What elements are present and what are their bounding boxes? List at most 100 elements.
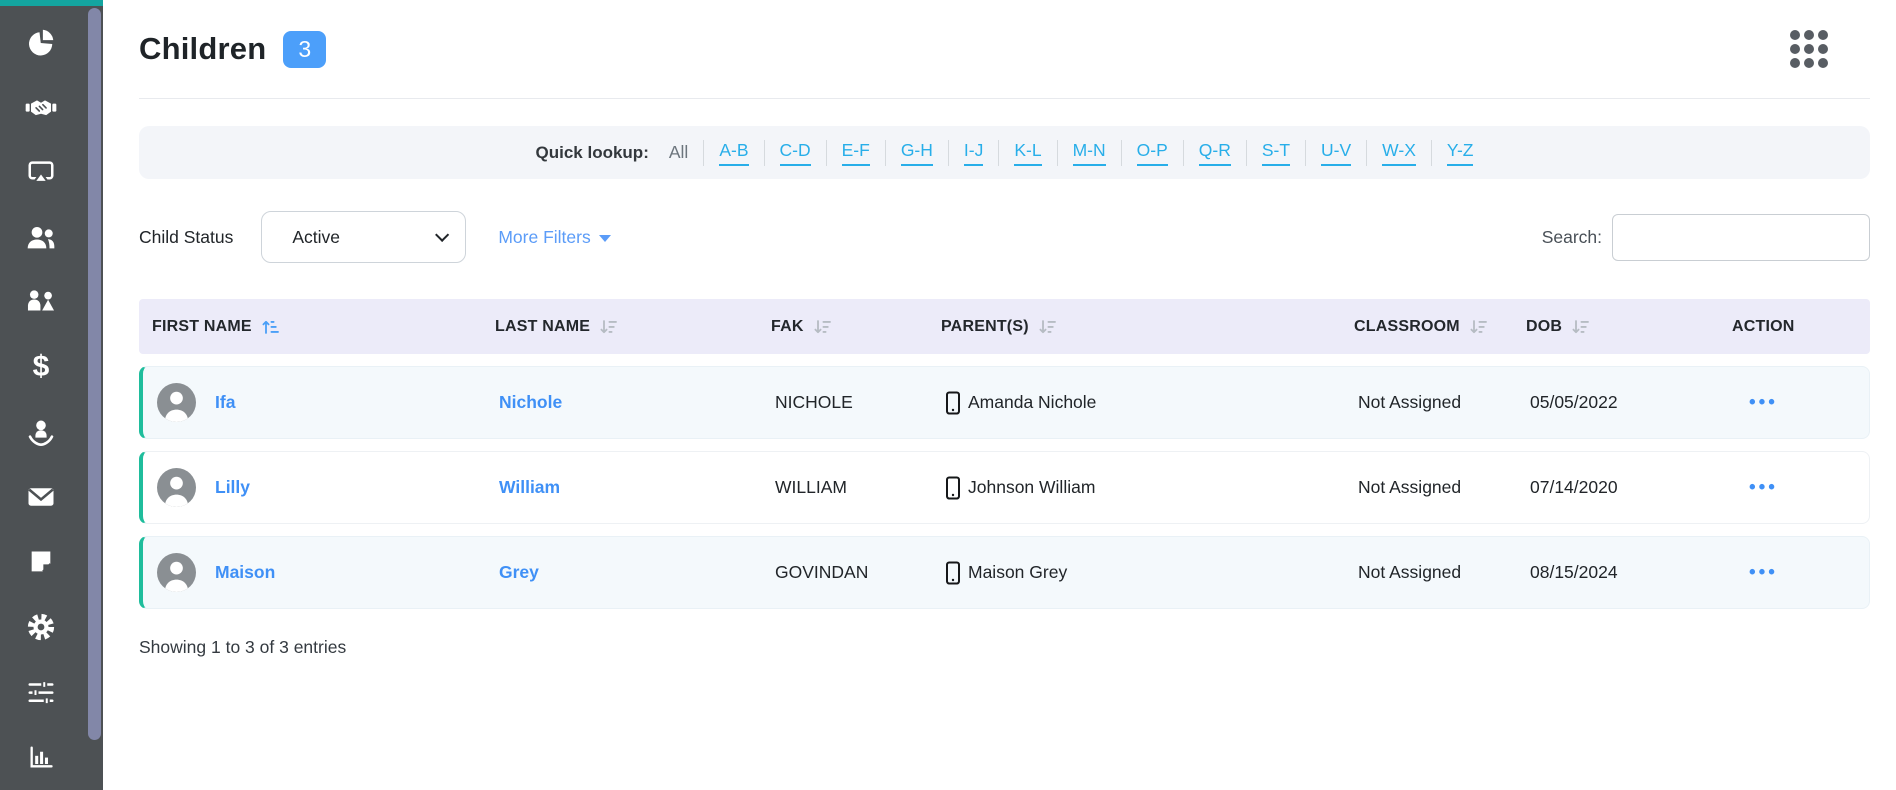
column-label: FAK (771, 317, 804, 335)
sliders-icon (26, 677, 56, 707)
family-icon (24, 285, 58, 319)
screen-share-icon (26, 157, 56, 187)
column-label: DOB (1526, 317, 1563, 335)
first-name-link[interactable]: Lilly (215, 477, 251, 497)
accent-top-bar (0, 0, 103, 6)
last-name-link[interactable]: Nichole (499, 392, 563, 412)
column-label: LAST NAME (495, 317, 591, 335)
fak-value: WILLIAM (775, 477, 847, 497)
dollar-icon: $ (32, 350, 50, 383)
row-actions-menu[interactable]: ••• (1749, 561, 1778, 583)
divider (1245, 139, 1247, 166)
child-status-select[interactable]: Active (261, 211, 467, 263)
divider (825, 139, 827, 166)
lookup-range-cd[interactable]: C-D (779, 140, 811, 166)
filters-row: Child Status Active More Filters Search: (139, 211, 1870, 263)
divider (1430, 139, 1432, 166)
lookup-range-uv[interactable]: U-V (1321, 140, 1352, 166)
support-person-icon (25, 416, 57, 448)
pie-chart-icon (26, 27, 56, 57)
divider (1182, 139, 1184, 166)
lookup-range-wx[interactable]: W-X (1382, 140, 1416, 166)
page-header: Children 3 (139, 0, 1870, 68)
avatar (157, 383, 196, 422)
sidebar-item-screenshare[interactable] (24, 155, 58, 189)
sidebar-item-messages[interactable] (24, 480, 58, 514)
sort-descending-icon (600, 319, 618, 333)
entries-summary: Showing 1 to 3 of 3 entries (139, 637, 347, 657)
chevron-down-icon (435, 227, 450, 242)
lookup-range-mn[interactable]: M-N (1072, 140, 1106, 166)
dob-value: 05/05/2022 (1530, 392, 1618, 412)
last-name-link[interactable]: William (499, 477, 561, 497)
column-label: PARENT(S) (941, 317, 1029, 335)
count-badge: 3 (283, 30, 327, 68)
divider (998, 139, 1000, 166)
sidebar-nav: $ (0, 0, 103, 790)
mail-icon (26, 482, 56, 512)
child-status-label: Child Status (139, 226, 234, 247)
quick-lookup-label: Quick lookup: (535, 142, 649, 162)
divider (763, 139, 765, 166)
lookup-range-kl[interactable]: K-L (1014, 140, 1042, 166)
lookup-range-qr[interactable]: Q-R (1198, 140, 1231, 166)
fak-value: NICHOLE (775, 392, 853, 412)
sidebar-item-preferences[interactable] (24, 675, 58, 709)
lookup-range-yz[interactable]: Y-Z (1446, 140, 1474, 166)
column-header-classroom[interactable]: CLASSROOM (1341, 318, 1513, 336)
sidebar-item-billing[interactable]: $ (24, 350, 58, 384)
sidebar-item-notes[interactable] (24, 545, 58, 579)
lookup-range-ab[interactable]: A-B (719, 140, 749, 166)
first-name-link[interactable]: Ifa (215, 392, 236, 412)
sort-descending-icon (814, 319, 831, 333)
search-input[interactable] (1612, 213, 1870, 261)
mobile-phone-icon (946, 561, 960, 585)
parent-name: Johnson William (968, 477, 1096, 497)
column-header-parents[interactable]: PARENT(S) (928, 318, 1341, 336)
more-filters-label: More Filters (498, 226, 591, 247)
sidebar: $ (0, 0, 103, 790)
column-header-dob[interactable]: DOB (1513, 318, 1719, 336)
header-divider (139, 98, 1870, 99)
grid-menu-icon[interactable] (1790, 30, 1828, 68)
sort-ascending-active-icon (262, 320, 279, 334)
row-actions-menu[interactable]: ••• (1749, 476, 1778, 498)
table-row: Maison Grey GOVINDAN Maison Grey Not Ass… (139, 536, 1870, 609)
lookup-range-ij[interactable]: I-J (963, 140, 984, 166)
sidebar-item-family[interactable] (24, 285, 58, 319)
quick-lookup-bar: Quick lookup: All A-B C-D E-F G-H I-J K-… (139, 126, 1870, 179)
sidebar-item-settings[interactable] (24, 610, 58, 644)
users-icon (25, 221, 57, 253)
row-actions-menu[interactable]: ••• (1749, 391, 1778, 413)
lookup-all[interactable]: All (668, 142, 689, 162)
lookup-range-st[interactable]: S-T (1261, 140, 1291, 166)
table-row: Ifa Nichole NICHOLE Amanda Nichole Not A… (139, 366, 1870, 439)
lookup-range-op[interactable]: O-P (1136, 140, 1168, 166)
column-header-fak[interactable]: FAK (758, 318, 928, 336)
sidebar-item-staff[interactable] (24, 220, 58, 254)
avatar (157, 553, 196, 592)
sort-descending-icon (1039, 319, 1056, 333)
sidebar-item-support[interactable] (24, 415, 58, 449)
column-header-last-name[interactable]: LAST NAME (482, 318, 758, 336)
first-name-link[interactable]: Maison (215, 562, 276, 582)
lookup-range-ef[interactable]: E-F (841, 140, 870, 166)
more-filters-link[interactable]: More Filters (498, 226, 611, 248)
sidebar-scrollbar[interactable] (88, 8, 101, 740)
main-content: Children 3 Quick lookup: All A-B C-D E-F… (103, 0, 1896, 790)
gear-icon (26, 612, 56, 642)
page-title: Children (139, 31, 267, 66)
handshake-icon (25, 91, 57, 123)
lookup-range-gh[interactable]: G-H (900, 140, 933, 166)
fak-value: GOVINDAN (775, 562, 869, 582)
divider (703, 139, 705, 166)
column-header-first-name[interactable]: FIRST NAME (139, 318, 482, 336)
sidebar-item-reports[interactable] (24, 740, 58, 774)
sidebar-item-partners[interactable] (24, 90, 58, 124)
last-name-link[interactable]: Grey (499, 562, 539, 582)
mobile-phone-icon (946, 391, 960, 415)
sidebar-item-dashboard[interactable] (24, 25, 58, 59)
column-header-action: ACTION (1719, 318, 1870, 336)
note-icon (27, 548, 55, 576)
